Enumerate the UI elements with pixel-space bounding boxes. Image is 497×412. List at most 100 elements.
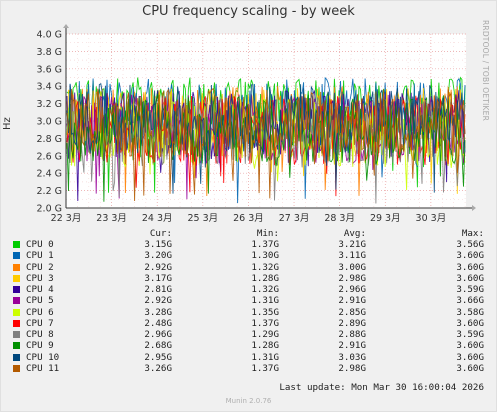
legend-series-name: CPU 10 <box>26 351 60 363</box>
legend-header-min: Min: <box>256 228 279 239</box>
legend-avg-value: 3.03G <box>338 351 366 363</box>
legend-min-value: 1.28G <box>251 272 279 284</box>
y-tick-label: 3.4 G <box>37 82 63 93</box>
x-tick-label: 22 3月 <box>51 213 82 224</box>
x-tick-label: 23 3月 <box>96 213 127 224</box>
x-tick-label: 29 3月 <box>370 213 401 224</box>
legend-min-value: 1.32G <box>251 261 279 273</box>
legend-swatch <box>13 331 20 338</box>
legend-row: CPU 8 2.96G 1.29G 2.88G 3.59G <box>0 329 497 340</box>
y-tick-label: 2.4 G <box>37 169 63 180</box>
legend-cur-value: 2.92G <box>144 295 172 307</box>
legend-min-value: 1.37G <box>251 362 279 374</box>
munin-version: Munin 2.0.76 <box>225 397 272 405</box>
legend-min-value: 1.29G <box>251 329 279 340</box>
legend-row: CPU 0 3.15G 1.37G 3.21G 3.56G <box>0 239 497 250</box>
y-tick-label: 3.0 G <box>37 117 63 128</box>
y-tick-label: 2.0 G <box>37 204 63 215</box>
legend-min-value: 1.31G <box>251 351 279 363</box>
legend-swatch <box>13 353 20 361</box>
legend-cur-value: 2.95G <box>144 351 172 363</box>
legend-min-value: 1.28G <box>251 340 279 352</box>
x-axis-arrow <box>472 205 476 211</box>
legend-avg-value: 2.91G <box>338 340 366 352</box>
legend-header-cur: Cur: <box>149 228 172 239</box>
legend-series-name: CPU 11 <box>26 362 60 374</box>
legend-min-value: 1.31G <box>251 295 279 307</box>
last-update: Last update: Mon Mar 30 16:00:04 2026 <box>279 382 484 393</box>
legend-row: CPU 3 3.17G 1.28G 2.98G 3.60G <box>0 273 497 284</box>
legend-swatch <box>13 308 20 316</box>
legend-header-avg: Avg: <box>343 228 366 239</box>
legend-row: CPU 2 2.92G 1.32G 3.00G 3.60G <box>0 262 497 273</box>
legend-swatch <box>13 364 20 372</box>
legend-cur-value: 2.96G <box>144 329 172 340</box>
legend-series-name: CPU 3 <box>26 272 54 284</box>
legend-avg-value: 3.00G <box>338 261 366 273</box>
legend-avg-value: 2.98G <box>338 362 366 374</box>
legend-cur-value: 2.48G <box>144 317 172 329</box>
legend-max-value: 3.66G <box>456 295 484 307</box>
legend-min-value: 1.35G <box>251 306 279 318</box>
legend-series-name: CPU 5 <box>26 295 54 307</box>
x-tick-label: 28 3月 <box>324 213 355 224</box>
legend-avg-value: 2.89G <box>338 317 366 329</box>
legend-row: CPU 1 3.20G 1.30G 3.11G 3.60G <box>0 250 497 261</box>
legend-cur-value: 3.17G <box>144 272 172 284</box>
legend-cur-value: 2.92G <box>144 261 172 273</box>
x-tick-label: 25 3月 <box>188 213 219 224</box>
legend-series-name: CPU 9 <box>26 340 54 352</box>
legend-avg-value: 3.21G <box>338 239 366 250</box>
legend-avg-value: 3.11G <box>338 250 366 262</box>
legend-max-value: 3.59G <box>456 329 484 340</box>
x-tick-label: 24 3月 <box>142 213 173 224</box>
legend-series-name: CPU 0 <box>26 239 54 250</box>
legend-cur-value: 2.81G <box>144 284 172 295</box>
legend-min-value: 1.37G <box>251 239 279 250</box>
legend-row: CPU 7 2.48G 1.37G 2.89G 3.60G <box>0 318 497 329</box>
legend-swatch <box>13 319 20 327</box>
legend-max-value: 3.60G <box>456 340 484 352</box>
y-tick-label: 4.0 G <box>37 30 63 41</box>
y-tick-label: 2.8 G <box>37 134 63 145</box>
legend-row: CPU 10 2.95G 1.31G 3.03G 3.60G <box>0 352 497 363</box>
y-axis-arrow <box>63 24 69 28</box>
legend-series-name: CPU 1 <box>26 250 54 262</box>
rrdtool-credit: RRDTOOL / TOBI OETIKER <box>481 20 490 121</box>
legend-min-value: 1.37G <box>251 317 279 329</box>
legend-cur-value: 3.28G <box>144 306 172 318</box>
legend-max-value: 3.60G <box>456 261 484 273</box>
legend-series-name: CPU 6 <box>26 306 54 318</box>
chart-title: CPU frequency scaling - by week <box>142 4 355 19</box>
x-tick-label: 27 3月 <box>279 213 310 224</box>
y-tick-label: 2.6 G <box>37 151 63 162</box>
y-tick-label: 3.2 G <box>37 99 63 110</box>
legend-max-value: 3.60G <box>456 272 484 284</box>
legend-max-value: 3.60G <box>456 317 484 329</box>
legend-max-value: 3.58G <box>456 306 484 318</box>
y-tick-label: 3.6 G <box>37 64 63 75</box>
y-tick-label: 2.2 G <box>37 186 63 197</box>
legend-series-name: CPU 2 <box>26 261 54 273</box>
x-tick-label: 30 3月 <box>416 213 447 224</box>
legend-avg-value: 2.85G <box>338 306 366 318</box>
legend-row: CPU 5 2.92G 1.31G 2.91G 3.66G <box>0 295 497 306</box>
legend-header: Cur: Min: Avg: Max: <box>0 228 497 239</box>
legend-avg-value: 2.96G <box>338 284 366 295</box>
legend-swatch <box>13 274 20 282</box>
legend-avg-value: 2.88G <box>338 329 366 340</box>
series-line-cpu-11 <box>66 87 466 202</box>
legend-swatch <box>13 252 20 260</box>
legend-max-value: 3.60G <box>456 362 484 374</box>
legend-max-value: 3.60G <box>456 351 484 363</box>
legend-max-value: 3.60G <box>456 250 484 262</box>
legend-cur-value: 2.68G <box>144 340 172 352</box>
legend-avg-value: 2.98G <box>338 272 366 284</box>
legend-header-max: Max: <box>461 228 484 239</box>
legend-swatch <box>13 286 20 293</box>
legend-max-value: 3.56G <box>456 239 484 250</box>
legend-row: CPU 6 3.28G 1.35G 2.85G 3.58G <box>0 307 497 318</box>
legend-swatch <box>13 342 20 350</box>
series-line-cpu-10 <box>66 82 466 194</box>
legend-swatch <box>13 263 20 271</box>
